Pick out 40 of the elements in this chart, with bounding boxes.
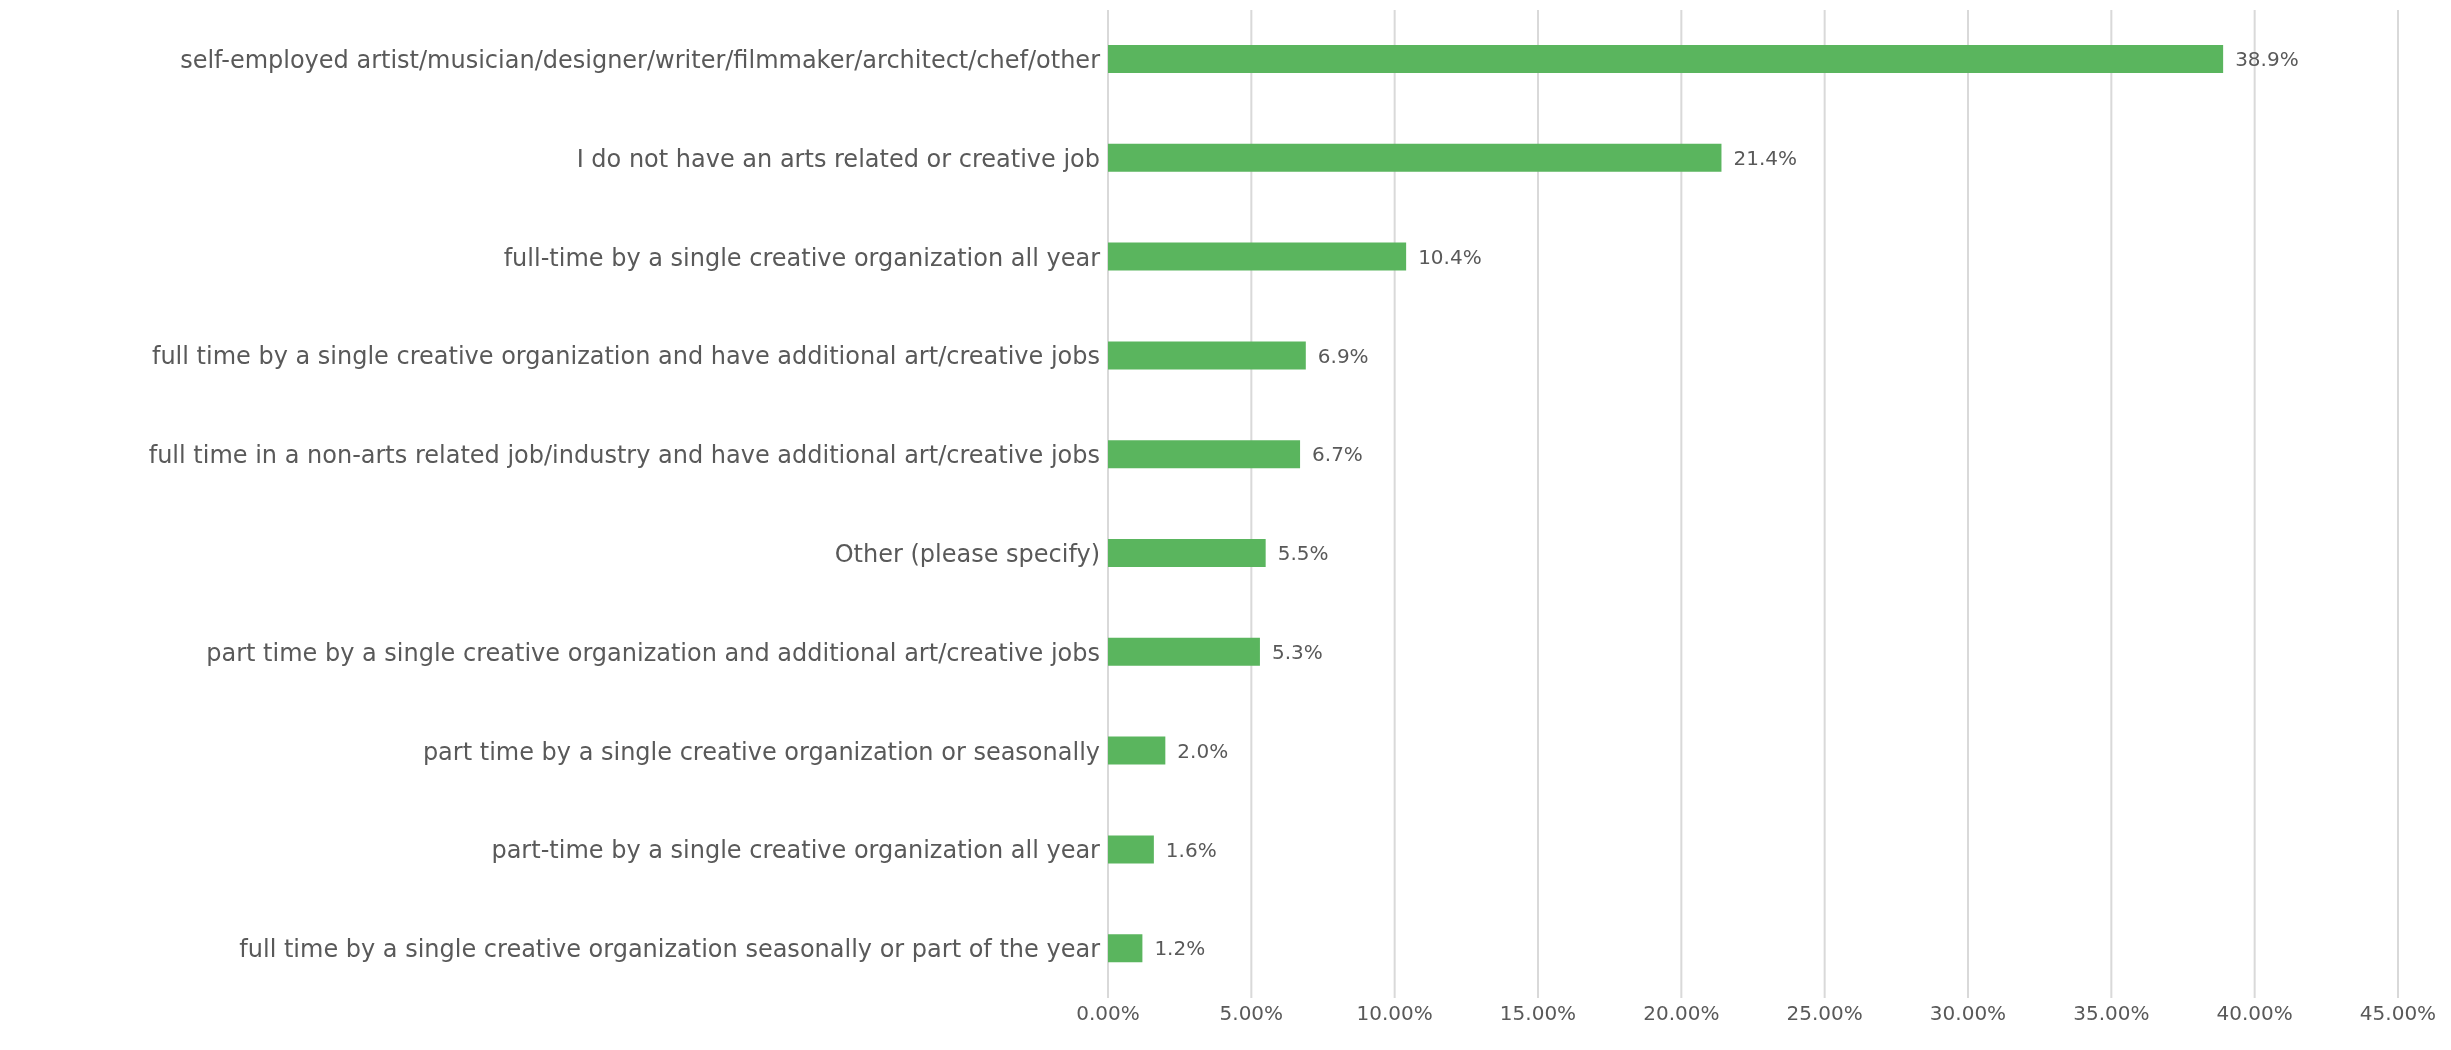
y-tick-label: full-time by a single creative organization all year [503, 243, 1101, 272]
data-label: 2.0% [1177, 738, 1229, 763]
x-tick-label: 20.00% [1643, 1001, 1720, 1026]
x-tick-label: 30.00% [1929, 1001, 2007, 1026]
x-tick-label: 35.00% [2073, 1001, 2150, 1026]
y-tick-label: part time by a single creative organization and additional art/creative jobs [206, 638, 1100, 667]
bar [1108, 242, 1407, 271]
y-tick-label: full time in a non-arts related job/industry and have additional art/creative jobs [148, 441, 1100, 470]
x-tick-label: 40.00% [2216, 1001, 2293, 1026]
bar [1108, 736, 1166, 765]
y-tick-label: self-employed artist/musician/designer/writer/filmmaker/architect/chef/other [180, 45, 1101, 74]
data-label: 21.4% [1733, 145, 1798, 170]
x-tick-label: 45.00% [2359, 1001, 2437, 1026]
data-label: 1.2% [1154, 936, 1206, 961]
y-tick-label: part time by a single creative organization or seasonally [422, 737, 1100, 766]
bar [1108, 934, 1143, 963]
bar [1108, 637, 1260, 666]
data-label: 6.9% [1317, 343, 1369, 368]
y-tick-label: part-time by a single creative organization all year [491, 836, 1101, 865]
data-label: 6.7% [1312, 442, 1363, 467]
bar [1108, 341, 1306, 370]
y-tick-label: full time by a single creative organization seasonally or part of the year [239, 935, 1101, 964]
data-label: 5.5% [1277, 541, 1329, 566]
bar [1108, 835, 1154, 864]
x-tick-label: 25.00% [1786, 1001, 1863, 1026]
data-label: 5.3% [1271, 639, 1323, 664]
bar [1108, 45, 2224, 73]
x-tick-label: 0.00% [1076, 1001, 1140, 1026]
bar [1108, 539, 1266, 567]
bar [1108, 143, 1722, 172]
y-tick-label: full time by a single creative organization and have additional art/creative jobs [151, 342, 1100, 371]
y-tick-label: Other (please specify) [834, 539, 1100, 568]
bar [1108, 440, 1301, 469]
data-label: 10.4% [1418, 244, 1482, 269]
y-tick-label: I do not have an arts related or creative job [576, 144, 1100, 173]
data-label: 1.6% [1165, 837, 1217, 862]
x-tick-label: 15.00% [1499, 1001, 1577, 1026]
data-label: 38.9% [2235, 47, 2299, 72]
x-tick-label: 10.00% [1356, 1001, 1433, 1026]
x-tick-label: 5.00% [1219, 1001, 1284, 1026]
